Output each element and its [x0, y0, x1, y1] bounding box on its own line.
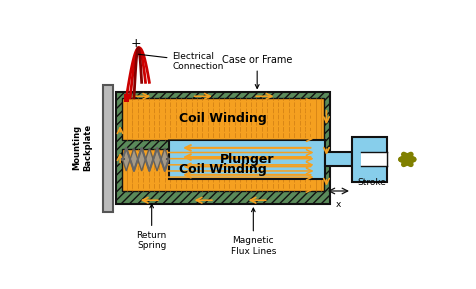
Text: Return
Spring: Return Spring	[136, 204, 167, 251]
FancyBboxPatch shape	[124, 94, 129, 102]
FancyBboxPatch shape	[360, 153, 386, 166]
Text: Electrical
Connection: Electrical Connection	[138, 52, 223, 71]
FancyBboxPatch shape	[116, 92, 329, 204]
FancyBboxPatch shape	[122, 149, 324, 191]
Text: x: x	[335, 200, 340, 209]
Polygon shape	[153, 148, 160, 171]
FancyBboxPatch shape	[122, 98, 324, 140]
Text: +: +	[131, 37, 141, 50]
Polygon shape	[138, 148, 145, 171]
Text: Coil Winding: Coil Winding	[179, 163, 267, 176]
Polygon shape	[145, 148, 153, 171]
Text: Plunger: Plunger	[219, 153, 273, 166]
Text: Mounting
Backplate: Mounting Backplate	[72, 124, 92, 171]
Polygon shape	[130, 148, 138, 171]
FancyBboxPatch shape	[324, 153, 351, 166]
FancyBboxPatch shape	[103, 85, 113, 212]
Text: Stroke: Stroke	[357, 178, 386, 187]
Text: Case or Frame: Case or Frame	[221, 55, 292, 88]
Polygon shape	[122, 148, 130, 171]
Text: Coil Winding: Coil Winding	[179, 112, 267, 125]
FancyBboxPatch shape	[351, 137, 386, 182]
Text: Magnetic
Flux Lines: Magnetic Flux Lines	[230, 208, 276, 256]
Polygon shape	[160, 148, 168, 171]
FancyBboxPatch shape	[168, 140, 324, 179]
